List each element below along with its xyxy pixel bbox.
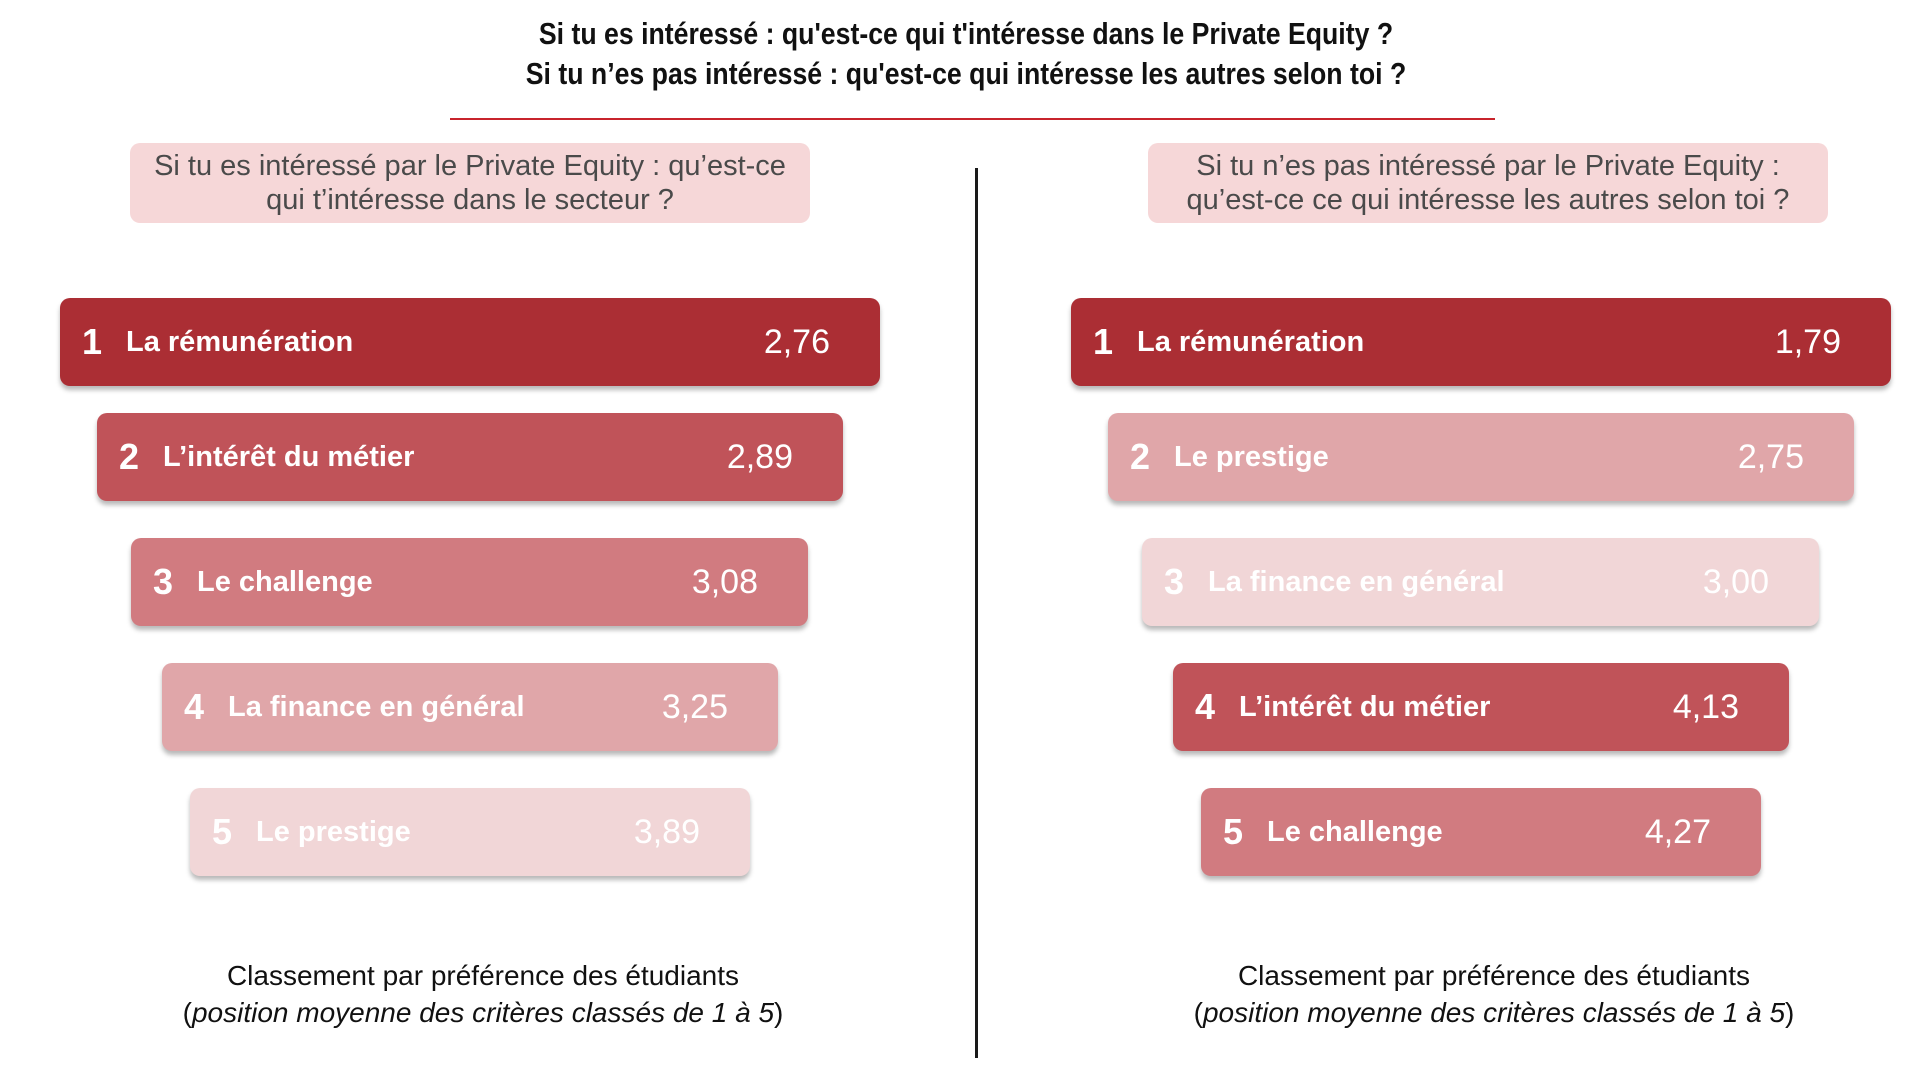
right-question-box: Si tu n’es pas intéressé par le Private … xyxy=(1148,143,1828,223)
left-bar-rank-5: 5 Le prestige 3,89 xyxy=(190,788,750,876)
bar-rank-number: 2 xyxy=(119,436,140,477)
bar-rank-number: 2 xyxy=(1130,436,1151,477)
left-caption: Classement par préférence des étudiants … xyxy=(0,957,966,1031)
right-bar-rank-4: 4 L’intérêt du métier 4,13 xyxy=(1173,663,1789,751)
bar-value-label: 1,79 xyxy=(1774,323,1841,361)
chart-title-line-1: Si tu es intéressé : qu'est-ce qui t'int… xyxy=(538,16,1394,51)
right-bar-list: 1 La rémunération 1,79 2 Le prestige 2,75 3 La … xyxy=(1011,0,1932,1074)
left-bar-rank-4: 4 La finance en général 3,25 xyxy=(162,663,778,751)
right-bar-rank-5: 5 Le challenge 4,27 xyxy=(1201,788,1761,876)
left-bar-list: 1 La rémunération 2,76 2 L’intérêt du métier… xyxy=(60,298,880,876)
bar-rank-number: 5 xyxy=(1223,811,1244,852)
bar-value-label: 2,89 xyxy=(726,438,793,476)
bar-value-label: 3,08 xyxy=(691,563,758,601)
chart-title-line-2: Si tu n’es pas intéressé : qu'est-ce qui… xyxy=(525,56,1407,91)
right-panel: Si tu n’es pas intéressé par le Private … xyxy=(1011,0,1932,1074)
bar-rank-number: 3 xyxy=(1164,561,1185,602)
left-caption-subtitle-text: position moyenne des critères classés de… xyxy=(191,997,775,1028)
bar-rank-number: 5 xyxy=(212,811,233,852)
bar-value-label: 3,89 xyxy=(633,813,700,851)
right-bar-rank-2: 2 Le prestige 2,75 xyxy=(1108,413,1854,501)
right-bar-rank-3: 3 La finance en général 3,00 xyxy=(1142,538,1819,626)
left-bar-rank-1: 1 La rémunération 2,76 xyxy=(60,298,880,386)
right-caption: Classement par préférence des étudiants … xyxy=(1011,957,1932,1031)
bar-value-label: 2,76 xyxy=(763,323,830,361)
right-caption-subtitle: (position moyenne des critères classés d… xyxy=(1193,997,1795,1028)
bar-category-label: Le prestige xyxy=(256,816,411,848)
bar-category-label: Le challenge xyxy=(197,566,373,598)
bar-category-label: Le prestige xyxy=(1174,441,1329,473)
bar-category-label: L’intérêt du métier xyxy=(163,441,415,473)
bar-rank-number: 3 xyxy=(153,561,174,602)
bar-category-label: La finance en général xyxy=(228,691,525,723)
panel-divider xyxy=(975,168,978,1058)
left-question-box: Si tu es intéressé par le Private Equity… xyxy=(130,143,810,223)
bar-category-label: La rémunération xyxy=(1137,326,1365,358)
bar-rank-number: 1 xyxy=(82,321,103,362)
left-bar-rank-3: 3 Le challenge 3,08 xyxy=(131,538,808,626)
left-bar-rank-2: 2 L’intérêt du métier 2,89 xyxy=(97,413,843,501)
bar-value-label: 4,13 xyxy=(1672,688,1739,726)
right-caption-title: Classement par préférence des étudiants xyxy=(1237,960,1751,991)
bar-value-label: 4,27 xyxy=(1644,813,1711,851)
right-caption-subtitle-text: position moyenne des critères classés de… xyxy=(1202,997,1786,1028)
left-caption-title: Classement par préférence des étudiants xyxy=(226,960,740,991)
title-underline xyxy=(450,118,1495,120)
bar-rank-number: 1 xyxy=(1093,321,1114,362)
right-bar-rank-1: 1 La rémunération 1,79 xyxy=(1071,298,1891,386)
bar-category-label: Le challenge xyxy=(1267,816,1443,848)
left-caption-subtitle: (position moyenne des critères classés d… xyxy=(182,997,784,1028)
bar-category-label: La rémunération xyxy=(126,326,354,358)
bar-category-label: L’intérêt du métier xyxy=(1239,691,1491,723)
left-panel: Si tu es intéressé par le Private Equity… xyxy=(0,143,966,1031)
bar-value-label: 3,25 xyxy=(661,688,728,726)
bar-rank-number: 4 xyxy=(184,686,205,727)
bar-value-label: 3,00 xyxy=(1702,563,1769,601)
bar-value-label: 2,75 xyxy=(1737,438,1804,476)
bar-rank-number: 4 xyxy=(1195,686,1216,727)
bar-category-label: La finance en général xyxy=(1208,566,1505,598)
